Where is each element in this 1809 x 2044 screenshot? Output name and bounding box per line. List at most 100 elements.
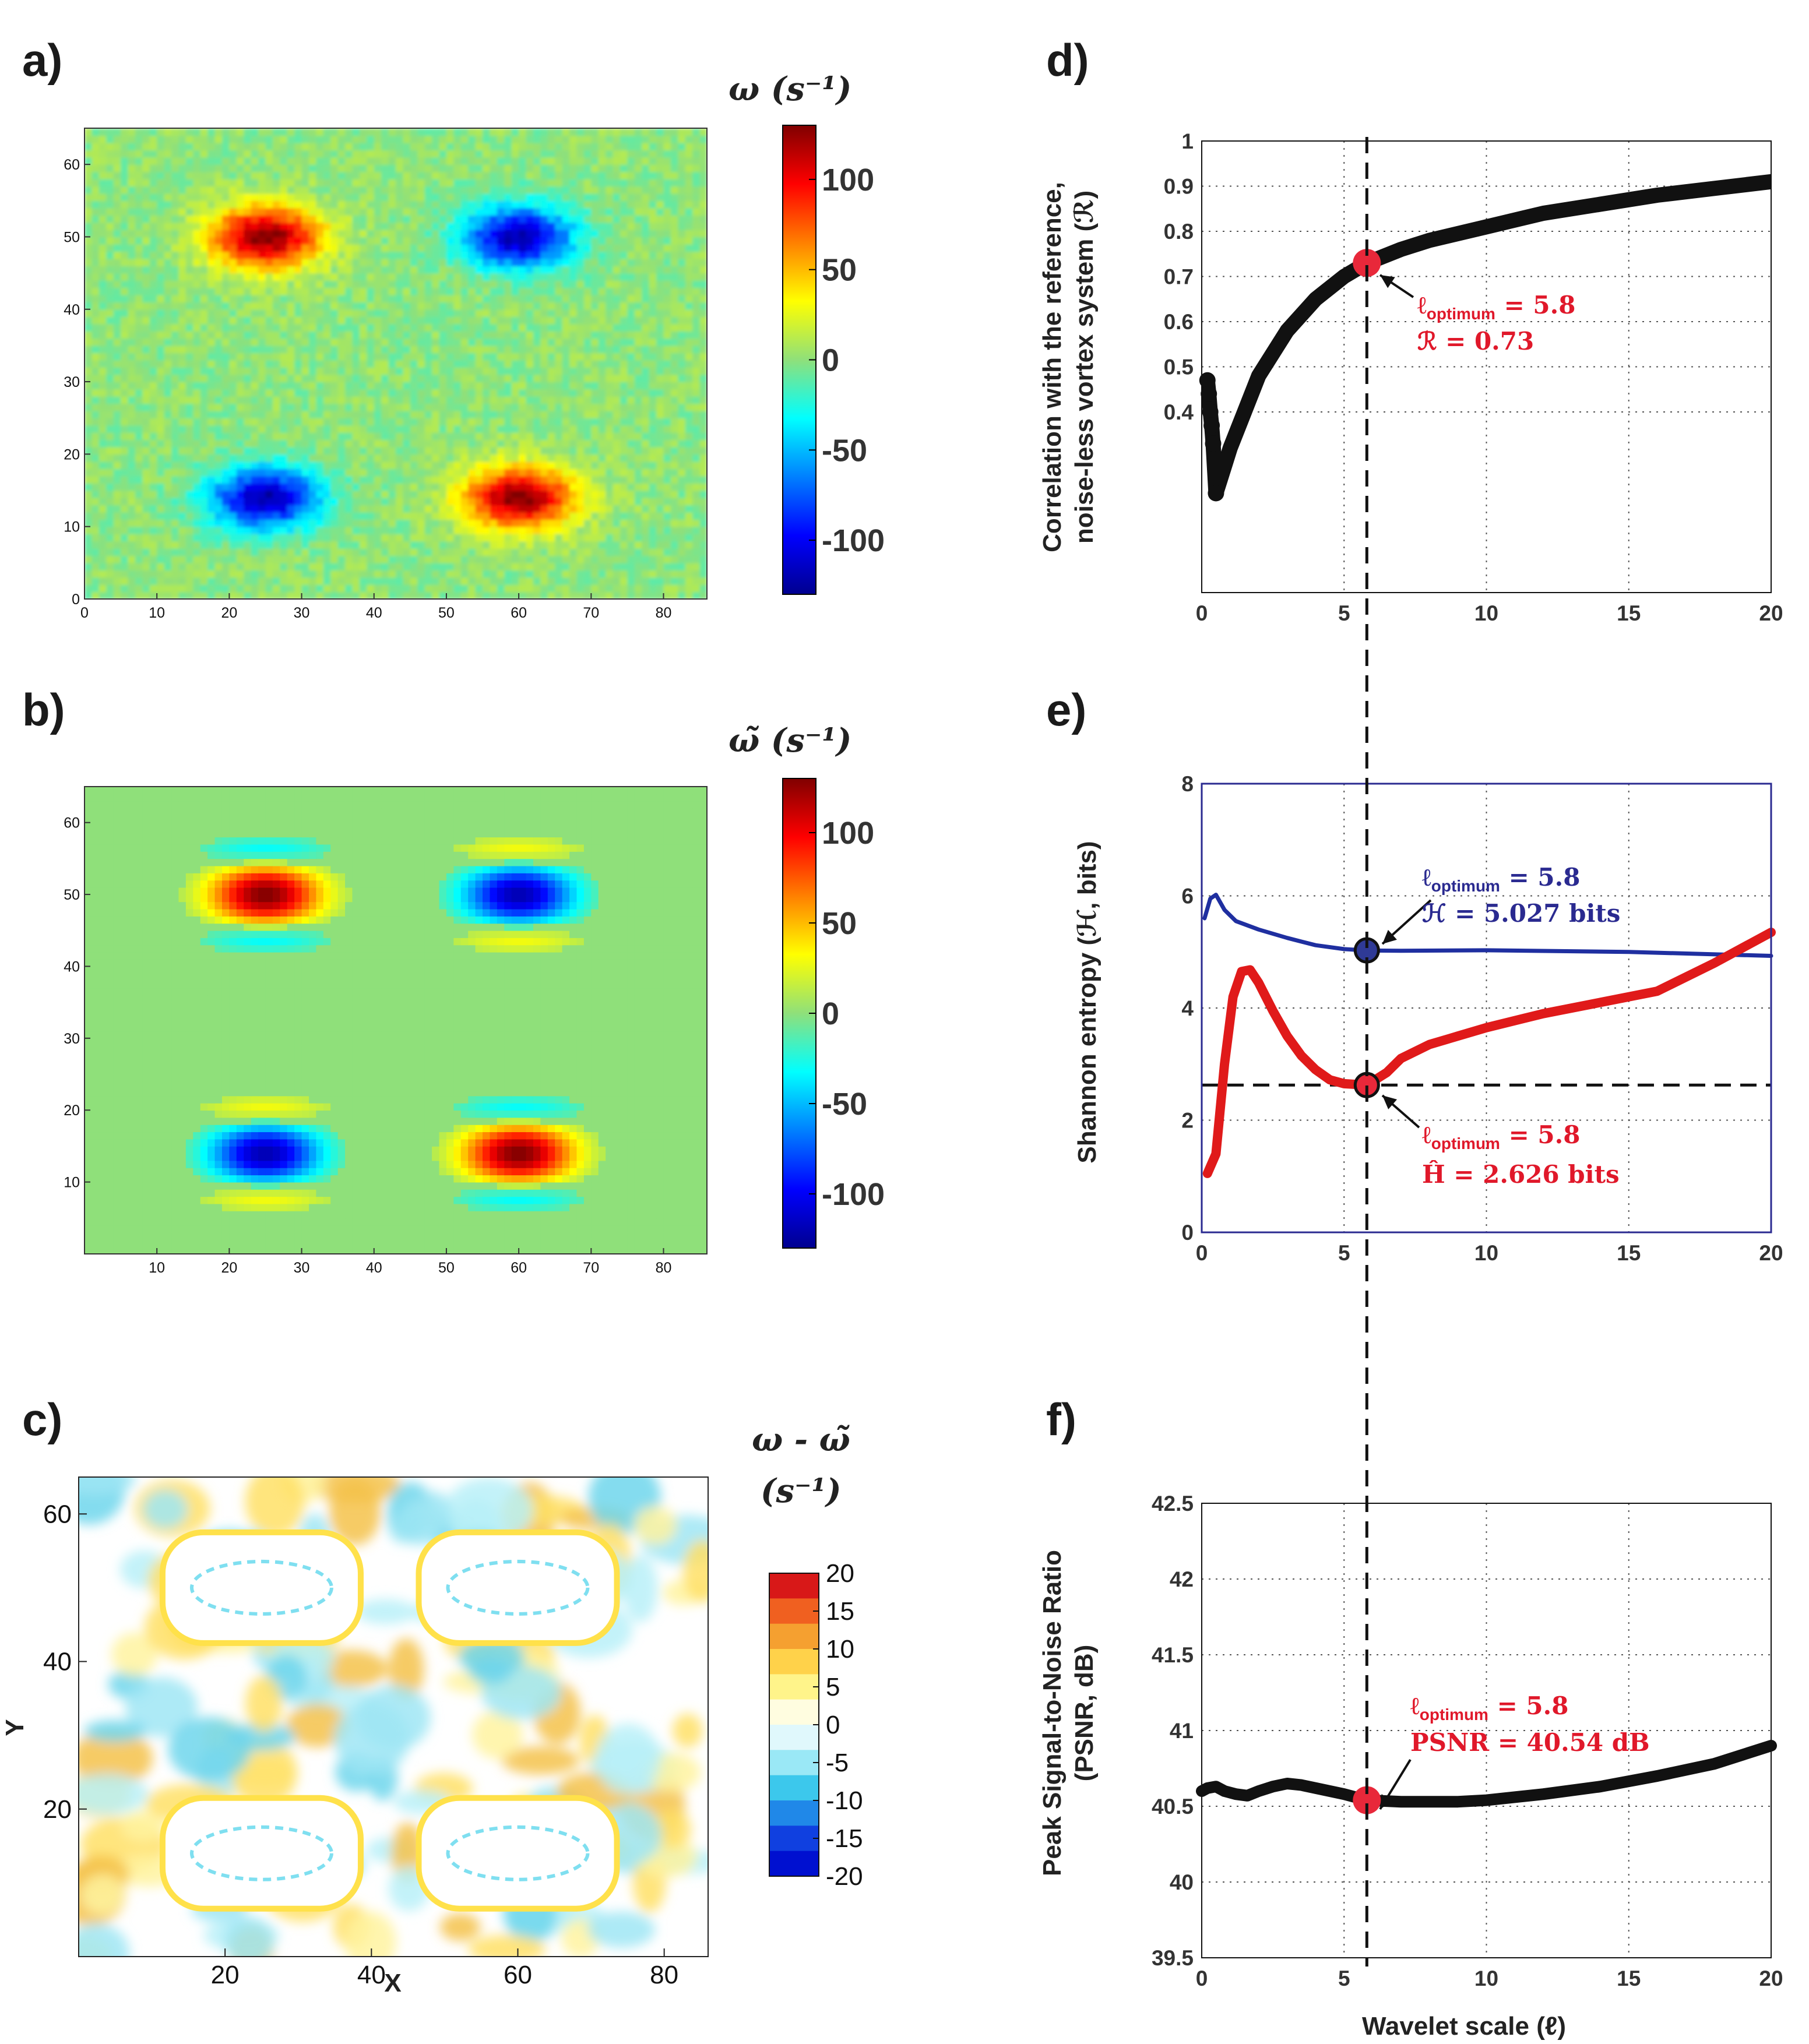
chart-f-ytick: 39.5 [1152,1946,1194,1970]
annotation-f-line2: PSNR = 40.54 dB [1410,1728,1650,1757]
annotation-f-ell: ℓ [1410,1691,1420,1720]
chart-f-xtick: 0 [1196,1967,1208,1990]
chart-d-point [1199,372,1216,389]
panelC-vortex-zone [159,1529,364,1646]
ylabel-c: Y [1,1719,29,1736]
chart-f-xtick: 15 [1617,1967,1641,1990]
colorbar-c-tick: -15 [826,1824,863,1853]
panelB-xtick: 80 [656,1260,672,1276]
heatmap-c: 20 40 60 80 20 40 60 [43,1476,709,1989]
cbTicksB-label: -50 [822,1087,867,1122]
ylabel-f-line1: Peak Signal-to-Noise Ratio [1038,1550,1067,1876]
chart-f: 0 5 10 15 20 39.5 40 40.5 41 41.5 42 42.5 [1152,1492,1783,1990]
panelC-ytick: 60 [43,1500,72,1528]
panelB-xtick: 20 [221,1260,237,1276]
chart-d-point [1201,386,1217,402]
chart-e-xtick: 0 [1196,1241,1208,1265]
chart-e-xtick: 20 [1759,1241,1783,1265]
panelA-xtick: 50 [438,605,455,621]
chart-e-xtick: 5 [1338,1241,1350,1265]
panelC-vortex-ring [446,1825,590,1881]
chart-d-point [1202,404,1219,420]
cbTicksB-label: 0 [822,996,839,1031]
heatmap-a: 0 10 20 30 40 50 60 70 80 0 10 20 30 40 50 60 [64,128,708,621]
chart-d-frame [1201,140,1772,593]
panelC-vortex-ring [189,1825,333,1881]
panelB-xtick: 70 [583,1260,599,1276]
panelA-cells [85,128,707,599]
ylabel-d-line1: Correlation with the reference, [1038,182,1067,552]
colorbar-c: 20 15 10 5 0 -5 -10 -15 -20 [769,1559,863,1891]
panelA-xtick: 10 [149,605,165,621]
annotation-f-sub: optimum [1420,1705,1488,1724]
colorbar-c-level [769,1825,819,1852]
chart-e-arrow-blue-head [1382,929,1397,944]
ylabel-f-line2: (PSNR, dB) [1070,1645,1099,1782]
panelC-vortex-zone [159,1795,364,1912]
colorbar-c-level [769,1800,819,1826]
panelB-ytick: 20 [64,1102,80,1119]
chart-f-ytick: 42 [1170,1567,1194,1591]
annotation-e-red: ℓoptimum = 5.8 Ĥ = 2.626 bits [1422,1120,1620,1189]
colorbar-b-ticks: 100 50 0 -50 -100 [809,816,885,1212]
panelB-cells [85,787,707,1254]
ylabel-e: Shannon entropy (ℋ, bits) [1073,841,1101,1163]
annotation-d-sub: optimum [1427,305,1495,323]
cbTicksB-label: 50 [822,906,857,941]
colorbar-c-tick: -10 [826,1786,863,1815]
chart-d: 0 5 10 15 20 0.4 0.5 0.6 0.7 0.8 0.9 1 [1164,129,1783,625]
panelB-ytick: 40 [64,958,80,975]
colorbar-c-level [769,1649,819,1675]
panelA-ytick: 40 [64,302,80,318]
annotation-d-line2: ℛ = 0.73 [1417,327,1534,355]
chart-f-ytick: 40 [1170,1870,1194,1894]
panelB-xtick: 40 [366,1260,382,1276]
colorbar-c-tick: 5 [826,1673,840,1701]
panelA-ytick: 60 [64,157,80,173]
heatmap-b: 10 20 30 40 50 60 70 80 10 20 30 40 50 60 [64,786,708,1276]
panelB-ytick: 30 [64,1031,80,1047]
colorbar-c-level [769,1851,819,1877]
cbTicksA-label: 100 [822,163,874,198]
panelA-xtick: 20 [221,605,237,621]
cbTicksB-label: 100 [822,816,874,851]
panelC-frame [78,1476,709,1957]
colorbar-c-level [769,1725,819,1750]
colorbar-c-level [769,1598,819,1624]
panel-label-c: c) [22,1394,62,1445]
annotation-d-ell: ℓ [1417,291,1427,319]
colorbar-title-b: ω̃ (s⁻¹) [728,721,851,760]
colorbar-c-level [769,1674,819,1700]
annotation-e-red-ell: ℓ [1422,1120,1431,1149]
cbTicksA-label: -100 [822,523,885,558]
chart-d-ytick: 1 [1181,129,1194,153]
chart-f-ytick: 41.5 [1152,1643,1194,1667]
chart-e-arrow-red-head [1382,1095,1398,1109]
chart-f-arrow-head [1380,1794,1393,1809]
annotation-d-value: = 5.8 [1495,291,1576,319]
chart-e-xtick: 15 [1617,1241,1641,1265]
chart-e-ytick: 2 [1181,1109,1194,1133]
annotation-e-red-value: = 5.8 [1500,1120,1581,1149]
chart-d-xtick: 0 [1196,601,1208,625]
panelA-xtick: 30 [294,605,310,621]
annotation-e-blue-value: = 5.8 [1500,863,1581,891]
xlabel-f: Wavelet scale (ℓ) [1362,2012,1566,2041]
panelA-xtick: 0 [80,605,89,621]
panelC-vortex-ring [189,1559,333,1616]
panelC-vortex-ring [446,1559,590,1616]
annotation-e-blue-sub: optimum [1431,877,1500,895]
panelB-xtick: 50 [438,1260,455,1276]
panelA-xtick: 60 [511,605,527,621]
panelA-ytick: 50 [64,229,80,245]
panel-label-f: f) [1046,1394,1076,1445]
chart-f-curve [1196,1740,1777,1808]
chart-f-ytick: 41 [1170,1719,1194,1743]
panelB-ytick: 60 [64,815,80,831]
panelC-xtick: 60 [504,1961,532,1989]
panelB-ytick: 50 [64,887,80,903]
xlabel-c: X [384,1969,401,1997]
panelC-ytick: 20 [43,1795,72,1824]
annotation-e-red-line2: Ĥ = 2.626 bits [1422,1160,1620,1189]
